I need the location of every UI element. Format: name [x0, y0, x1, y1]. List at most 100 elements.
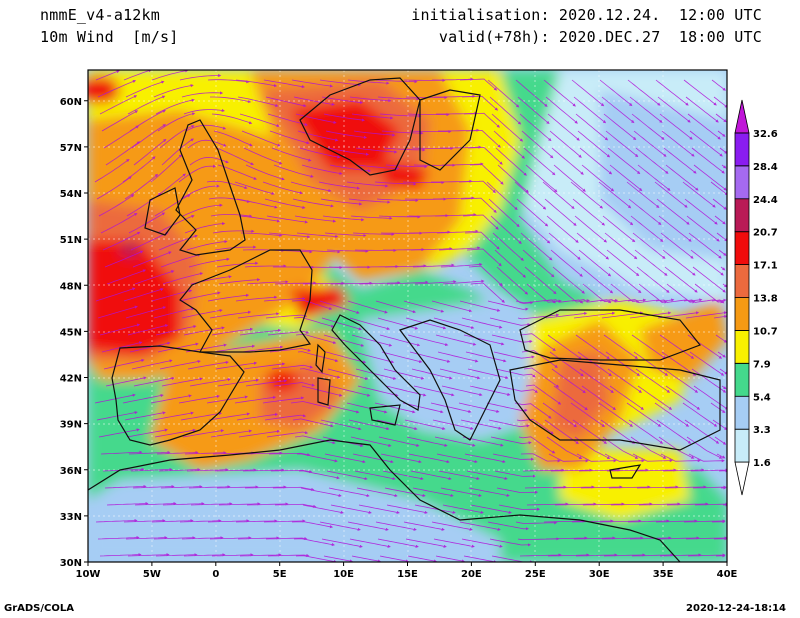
streamline: [638, 502, 681, 506]
streamline: [409, 351, 451, 363]
streamline: [487, 79, 520, 108]
streamline: [347, 79, 390, 85]
streamline: [524, 485, 567, 489]
streamline: [552, 266, 585, 294]
streamline: [442, 162, 484, 166]
streamline: [268, 452, 311, 457]
streamline: [244, 485, 287, 489]
streamline: [271, 147, 312, 162]
streamline: [605, 351, 641, 377]
streamline: [553, 385, 588, 411]
streamline: [412, 263, 455, 268]
streamline: [208, 412, 251, 421]
streamline: [122, 394, 164, 404]
streamline: [600, 419, 636, 444]
streamline: [687, 553, 726, 557]
streamline: [688, 232, 722, 259]
streamline: [124, 173, 159, 200]
streamline: [692, 485, 727, 489]
streamline: [570, 181, 604, 209]
streamline: [209, 536, 252, 540]
streamline: [154, 428, 196, 438]
streamline: [628, 198, 662, 226]
streamline: [246, 502, 289, 506]
streamline: [105, 376, 147, 387]
streamline: [270, 469, 313, 474]
streamline: [350, 436, 392, 447]
streamline: [262, 181, 303, 195]
streamline: [493, 351, 535, 359]
streamline: [515, 79, 548, 107]
streamline: [243, 362, 286, 370]
streamline: [244, 264, 287, 268]
streamline: [522, 468, 565, 472]
streamline: [466, 248, 502, 267]
streamline: [320, 198, 363, 206]
streamline: [604, 453, 645, 463]
streamline: [376, 419, 418, 431]
streamline: [153, 536, 196, 540]
streamline: [543, 79, 576, 107]
streamline: [299, 368, 341, 379]
streamline: [245, 164, 285, 181]
streamline: [301, 164, 343, 175]
streamline: [178, 394, 220, 404]
streamline: [178, 164, 217, 183]
streamline: [716, 232, 727, 242]
streamline: [403, 300, 445, 313]
streamline: [686, 436, 723, 459]
streamline: [162, 272, 204, 285]
streamline: [630, 436, 667, 459]
streamline: [207, 519, 250, 523]
streamline: [274, 503, 317, 508]
streamline: [571, 79, 605, 107]
streamline: [414, 280, 457, 285]
streamline: [634, 249, 668, 276]
streamline: [634, 468, 677, 472]
streamline: [210, 214, 253, 218]
streamline: [160, 485, 203, 489]
streamline: [103, 125, 140, 149]
streamline: [293, 96, 335, 106]
streamline: [294, 215, 337, 223]
streamline: [352, 453, 394, 464]
lat-tick-label: 51N: [60, 235, 82, 246]
streamline: [435, 555, 466, 562]
lon-tick-label: 35E: [653, 569, 674, 580]
init-time: initialisation: 2020.12.24. 12:00 UTC: [411, 6, 762, 24]
streamline: [182, 429, 225, 438]
streamline: [128, 450, 171, 455]
streamline: [209, 310, 252, 319]
streamline: [600, 198, 634, 226]
streamline: [629, 96, 663, 123]
streamline: [433, 196, 475, 200]
streamline: [211, 553, 254, 557]
streamline: [486, 181, 518, 211]
streamline: [97, 305, 138, 319]
streamline: [186, 468, 229, 472]
streamline: [210, 429, 253, 438]
streamline: [383, 368, 425, 380]
streamline: [296, 453, 338, 463]
colorbar-label: 32.6: [753, 129, 778, 140]
streamline: [684, 198, 718, 225]
streamline: [689, 130, 723, 157]
streamline: [353, 351, 395, 364]
streamline: [328, 487, 370, 498]
lon-tick-label: 10E: [333, 569, 354, 580]
streamline: [324, 232, 367, 238]
colorbar: 1.6 3.3 5.4 7.9 10.7 13.8 17.1 20.7 24.4 28.4 32.6: [734, 99, 778, 496]
streamline: [215, 147, 254, 166]
streamline: [554, 502, 597, 506]
colorbar-label: 5.4: [753, 392, 771, 403]
streamline: [464, 231, 500, 250]
streamline: [94, 158, 130, 183]
streamline: [241, 345, 284, 353]
lat-axis: 30N 33N 36N 39N 42N 45N 48N 51N 54N 57N 60N: [60, 97, 88, 569]
streamline: [100, 212, 138, 234]
streamline: [190, 502, 233, 506]
streamline: [159, 359, 201, 370]
streamline: [183, 326, 225, 336]
streamline: [682, 181, 716, 208]
streamline: [575, 334, 610, 360]
